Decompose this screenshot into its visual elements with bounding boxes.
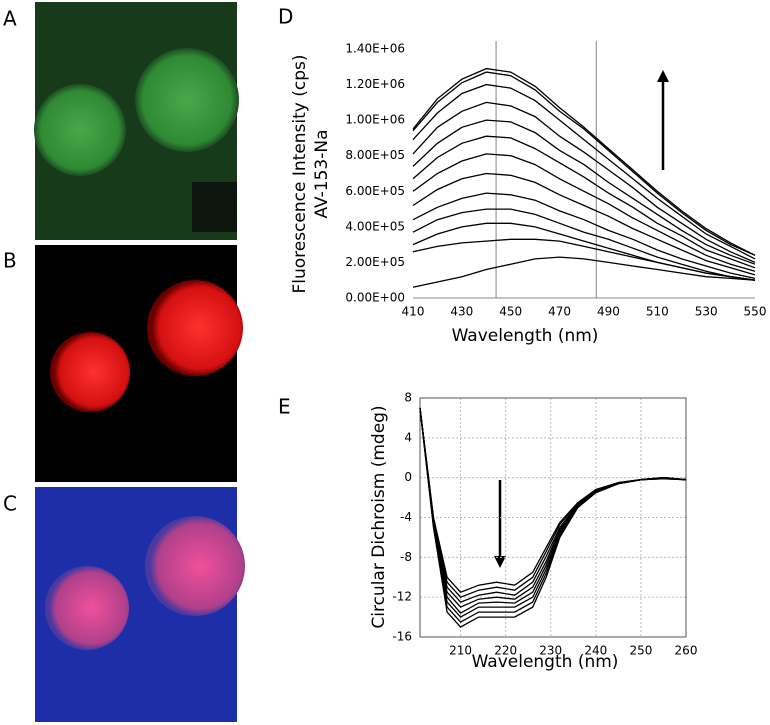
- y-tick-label: 1.00E+06: [345, 113, 405, 127]
- data-line: [412, 71, 756, 256]
- data-line: [419, 407, 687, 628]
- x-axis-label: Wavelength (nm): [472, 652, 619, 672]
- panel-label: B: [3, 249, 17, 273]
- y-tick-label: -16: [392, 630, 412, 644]
- plot-frame: [419, 397, 687, 638]
- y-axis-label: Circular Dichroism (mdeg): [369, 405, 389, 628]
- y-tick-label: 1.20E+06: [345, 77, 405, 91]
- panel-label: D: [278, 5, 293, 29]
- data-line: [412, 153, 756, 272]
- x-tick-label: 550: [744, 305, 767, 319]
- y-axis-label: Fluorescence Intensity (cps): [290, 54, 310, 293]
- x-tick-label: 220: [494, 644, 517, 658]
- x-axis-label: Wavelength (nm): [452, 326, 599, 346]
- y-tick-label: 2.00E+05: [345, 255, 405, 269]
- x-tick-label: 450: [499, 305, 522, 319]
- y-tick-label: 0: [404, 470, 412, 484]
- image-b: [35, 245, 243, 482]
- image-a: [34, 2, 239, 240]
- y-tick-label: 1.40E+06: [345, 42, 405, 56]
- y-axis-label: AV-153-Na: [312, 129, 332, 218]
- data-line: [419, 407, 687, 598]
- image-c: [35, 487, 245, 722]
- x-tick-label: 430: [450, 305, 473, 319]
- data-line: [412, 83, 756, 260]
- data-line: [412, 192, 756, 280]
- x-tick-label: 230: [539, 644, 562, 658]
- y-tick-label: -4: [400, 510, 412, 524]
- y-tick-label: 4: [404, 430, 412, 444]
- x-tick-label: 490: [597, 305, 620, 319]
- data-line: [419, 407, 687, 614]
- panel-label: C: [3, 492, 17, 516]
- x-tick-label: 530: [695, 305, 718, 319]
- data-line: [412, 67, 756, 256]
- x-tick-label: 250: [629, 644, 652, 658]
- data-line: [419, 407, 687, 593]
- data-line: [419, 407, 687, 623]
- x-tick-label: 210: [449, 644, 472, 658]
- data-line: [412, 101, 756, 263]
- x-tick-label: 510: [646, 305, 669, 319]
- data-line: [419, 407, 687, 618]
- data-line: [412, 238, 756, 281]
- y-tick-label: 4.00E+05: [345, 219, 405, 233]
- data-line: [412, 119, 756, 265]
- y-tick-label: -12: [392, 590, 412, 604]
- x-tick-label: 410: [402, 305, 425, 319]
- y-tick-label: 8.00E+05: [345, 148, 405, 162]
- panel-label: A: [3, 7, 17, 31]
- x-tick-label: 260: [675, 644, 698, 658]
- y-tick-label: 6.00E+05: [345, 184, 405, 198]
- data-line: [419, 407, 687, 603]
- data-line: [412, 208, 756, 281]
- data-line: [412, 135, 756, 269]
- y-tick-label: -8: [400, 550, 412, 564]
- arrow-head: [494, 556, 506, 568]
- data-line: [412, 256, 756, 288]
- panel-label: E: [278, 395, 291, 419]
- data-line: [412, 172, 756, 276]
- y-tick-label: 0.00E+00: [345, 291, 405, 305]
- arrow-head: [657, 70, 669, 82]
- x-tick-label: 470: [548, 305, 571, 319]
- y-tick-label: 8: [404, 391, 412, 405]
- x-tick-label: 240: [584, 644, 607, 658]
